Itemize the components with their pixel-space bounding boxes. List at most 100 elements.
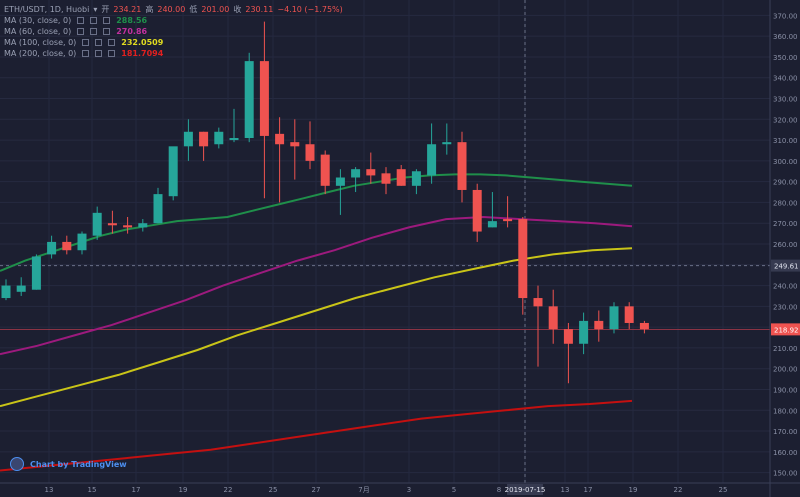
candle bbox=[320, 150, 330, 195]
settings-icon[interactable] bbox=[95, 39, 103, 46]
candle bbox=[214, 127, 224, 149]
candle bbox=[609, 302, 619, 334]
close-value: 230.11 bbox=[245, 5, 274, 14]
y-tick-label: 310.00 bbox=[773, 137, 798, 145]
ma-row[interactable]: MA (60, close, 0) 270.86 bbox=[4, 26, 343, 37]
y-tick-label: 160.00 bbox=[773, 449, 798, 457]
low-label: 低 bbox=[189, 5, 198, 14]
candle-body bbox=[639, 322, 649, 330]
high-value: 240.00 bbox=[157, 5, 186, 14]
x-tick-label: 17 bbox=[132, 486, 141, 494]
candle bbox=[138, 219, 148, 232]
candle bbox=[77, 231, 87, 255]
candle bbox=[168, 146, 178, 201]
close-icon[interactable] bbox=[103, 28, 111, 35]
ma-value: 288.56 bbox=[116, 16, 148, 25]
x-tick-label: 19 bbox=[629, 486, 638, 494]
x-tick-label: 22 bbox=[674, 486, 683, 494]
candle bbox=[427, 123, 437, 184]
x-tick-label: 17 bbox=[584, 486, 593, 494]
candle-body bbox=[1, 285, 11, 299]
candle-body bbox=[457, 142, 467, 190]
ma-name: MA (60, close, 0) bbox=[4, 27, 72, 36]
close-icon[interactable] bbox=[103, 17, 111, 24]
candle bbox=[123, 216, 133, 234]
candle-body bbox=[411, 171, 421, 186]
x-tick-label: 13 bbox=[45, 486, 54, 494]
eye-icon[interactable] bbox=[82, 50, 90, 57]
eye-icon[interactable] bbox=[82, 39, 90, 46]
ma-name: MA (30, close, 0) bbox=[4, 16, 72, 25]
candle-body bbox=[335, 177, 345, 186]
candle bbox=[31, 254, 41, 290]
candle bbox=[290, 119, 300, 180]
close-icon[interactable] bbox=[108, 50, 116, 57]
candle-body bbox=[609, 306, 619, 330]
candle bbox=[624, 302, 634, 330]
symbol-title[interactable]: ETH/USDT, 1D, Huobi bbox=[4, 5, 90, 14]
grid bbox=[0, 0, 770, 483]
y-tick-label: 150.00 bbox=[773, 470, 798, 478]
settings-icon[interactable] bbox=[90, 17, 98, 24]
candle-body bbox=[290, 142, 300, 147]
chevron-down-icon[interactable]: ▾ bbox=[93, 5, 98, 14]
settings-icon[interactable] bbox=[95, 50, 103, 57]
candle bbox=[199, 131, 209, 161]
candle-body bbox=[442, 142, 452, 145]
candle bbox=[259, 21, 269, 199]
crosshair-date-box bbox=[507, 484, 543, 495]
candle bbox=[503, 196, 513, 228]
candle-body bbox=[123, 225, 133, 228]
candle-body bbox=[153, 194, 163, 224]
tradingview-branding[interactable]: Chart by TradingView bbox=[10, 457, 127, 471]
candle bbox=[305, 121, 315, 170]
price-axis: 150.00 160.00 170.00 180.00 190.00 200.00 210.… bbox=[769, 0, 800, 497]
y-tick-label: 210.00 bbox=[773, 345, 798, 353]
eye-icon[interactable] bbox=[77, 17, 85, 24]
low-value: 201.00 bbox=[201, 5, 230, 14]
change-value: −4.10 (−1.75%) bbox=[277, 5, 343, 14]
candle bbox=[351, 167, 361, 193]
settings-icon[interactable] bbox=[90, 28, 98, 35]
candle bbox=[107, 210, 117, 234]
y-tick-label: 370.00 bbox=[773, 12, 798, 20]
x-tick-label: 5 bbox=[452, 486, 456, 494]
candle-body bbox=[624, 306, 634, 323]
ma-row[interactable]: MA (30, close, 0) 288.56 bbox=[4, 15, 343, 26]
y-tick-label: 320.00 bbox=[773, 116, 798, 124]
candles bbox=[1, 21, 649, 384]
candle-body bbox=[305, 144, 315, 161]
ma-200-line bbox=[0, 399, 633, 472]
ma-value: 232.0509 bbox=[121, 38, 164, 47]
last-price-box bbox=[771, 323, 800, 336]
candle bbox=[47, 235, 57, 259]
candle-body bbox=[275, 133, 285, 145]
candle bbox=[275, 117, 285, 203]
ma-row[interactable]: MA (100, close, 0) 232.0509 bbox=[4, 37, 343, 48]
close-icon[interactable] bbox=[108, 39, 116, 46]
ma-name: MA (100, close, 0) bbox=[4, 38, 77, 47]
y-tick-label: 350.00 bbox=[773, 54, 798, 62]
candle-body bbox=[16, 285, 26, 292]
x-tick-label: 25 bbox=[719, 486, 728, 494]
candle-body bbox=[381, 173, 391, 184]
x-tick-label: 25 bbox=[269, 486, 278, 494]
x-tick-label: 19 bbox=[179, 486, 188, 494]
open-label: 开 bbox=[101, 5, 110, 14]
eye-icon[interactable] bbox=[77, 28, 85, 35]
tradingview-logo-icon bbox=[10, 457, 24, 471]
y-tick-label: 180.00 bbox=[773, 407, 798, 415]
candle bbox=[487, 192, 497, 228]
candle-body bbox=[366, 169, 376, 176]
candle-body bbox=[168, 146, 178, 197]
x-tick-label: 22 bbox=[224, 486, 233, 494]
y-tick-label: 230.00 bbox=[773, 303, 798, 311]
last-price-label: 218.92 bbox=[774, 326, 799, 334]
candle-body bbox=[183, 131, 193, 147]
ma-row[interactable]: MA (200, close, 0) 181.7094 bbox=[4, 48, 343, 59]
candle-body bbox=[92, 212, 102, 236]
candle bbox=[563, 322, 573, 384]
